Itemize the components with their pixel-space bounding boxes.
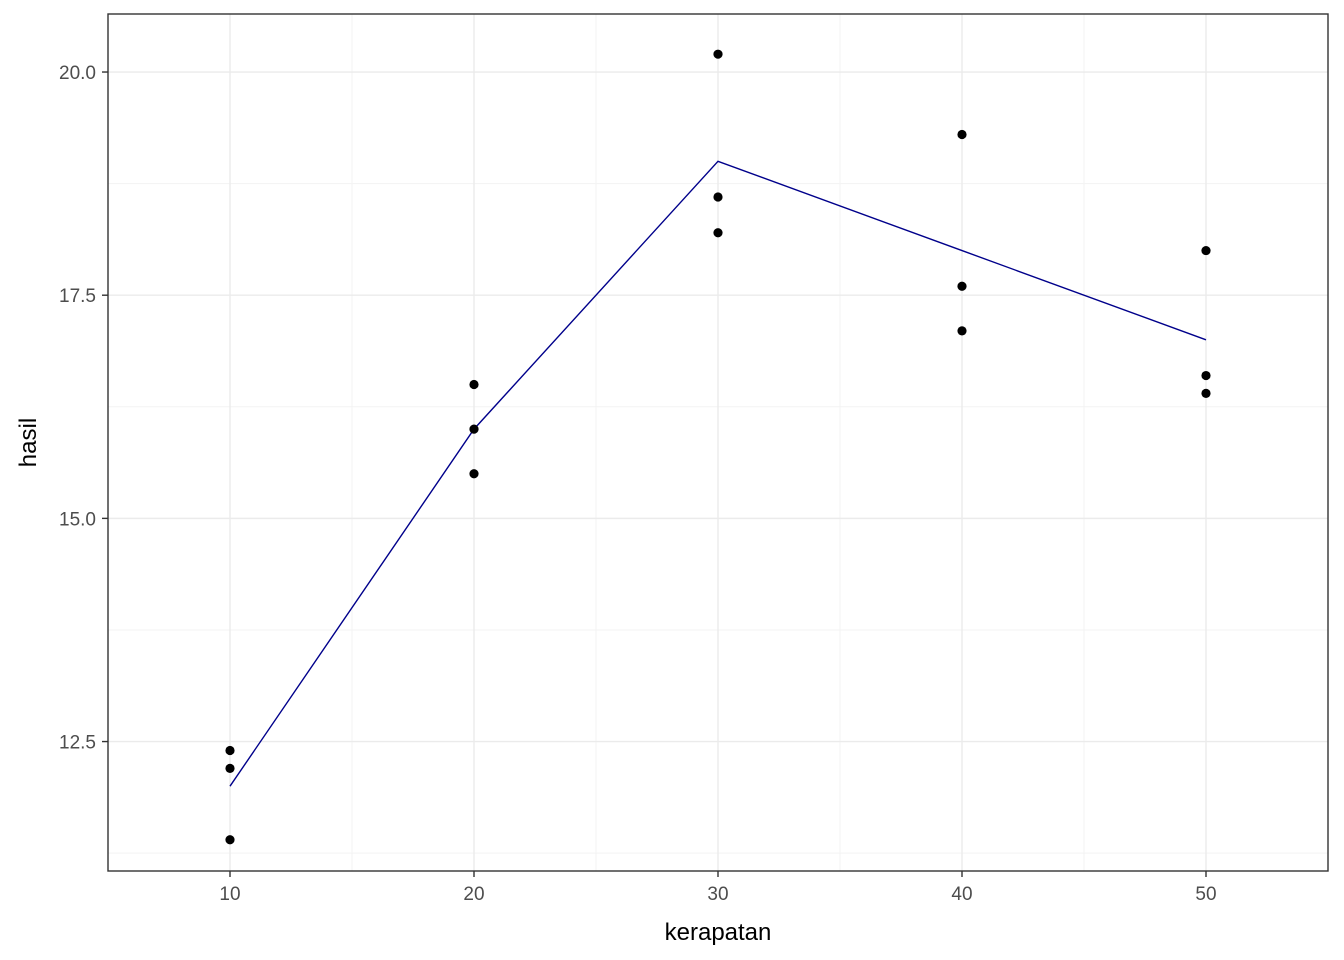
y-tick-label: 17.5 — [59, 286, 96, 307]
x-tick-label: 10 — [219, 884, 240, 905]
data-point — [1201, 245, 1211, 256]
data-point — [713, 49, 723, 59]
line-series — [229, 160, 1207, 787]
data-point — [713, 228, 723, 238]
data-point — [957, 326, 967, 336]
grid-lines — [108, 14, 1328, 871]
data-point — [713, 192, 723, 202]
data-point — [469, 379, 479, 390]
data-point — [225, 745, 235, 756]
scatter-series — [225, 49, 1211, 845]
fitted-line — [229, 160, 1207, 787]
y-axis-title: hasil — [15, 418, 42, 467]
data-point — [225, 763, 235, 773]
x-tick-label: 40 — [951, 884, 972, 905]
data-point — [1201, 388, 1211, 399]
x-axis-title: kerapatan — [665, 919, 772, 946]
data-point — [469, 424, 479, 434]
data-point — [225, 835, 235, 845]
y-tick-label: 20.0 — [59, 63, 96, 84]
plot-area — [107, 13, 1329, 872]
y-axis: 12.5 15.0 17.5 20.0 — [59, 63, 108, 754]
data-point — [1201, 370, 1211, 381]
x-tick-label: 30 — [707, 884, 728, 905]
y-tick-label: 12.5 — [59, 733, 96, 754]
data-point — [957, 281, 967, 291]
x-axis: 10 20 30 40 50 — [219, 871, 1217, 905]
data-point — [469, 469, 479, 479]
x-tick-label: 50 — [1195, 884, 1216, 905]
y-tick-label: 15.0 — [59, 509, 96, 530]
x-tick-label: 20 — [463, 884, 484, 905]
data-point — [957, 129, 967, 140]
